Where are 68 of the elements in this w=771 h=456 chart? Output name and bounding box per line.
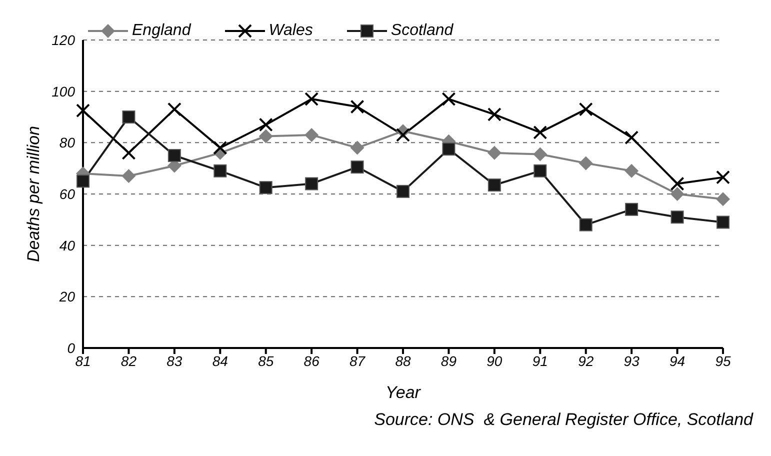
point xyxy=(168,149,181,162)
point xyxy=(670,210,684,224)
point xyxy=(214,164,227,178)
x-tick-label: 93 xyxy=(624,352,640,369)
x-tick-label: 81 xyxy=(75,352,91,369)
point xyxy=(716,192,730,206)
point xyxy=(534,164,547,178)
x-tick-label: 92 xyxy=(578,352,594,369)
point xyxy=(442,92,456,106)
point xyxy=(350,140,364,155)
y-tick-label: 20 xyxy=(58,288,76,305)
point xyxy=(487,107,502,122)
point xyxy=(167,102,182,116)
point xyxy=(670,176,684,191)
point xyxy=(350,100,364,114)
x-tick-label: 82 xyxy=(120,352,137,369)
point xyxy=(487,146,502,160)
x-tick-label: 83 xyxy=(166,352,182,369)
point xyxy=(396,128,410,142)
point xyxy=(76,174,90,188)
point xyxy=(625,202,638,216)
point xyxy=(716,170,730,184)
x-tick-label: 88 xyxy=(395,352,411,369)
legend-label: Scotland xyxy=(390,22,454,40)
x-tick-label: 84 xyxy=(212,352,228,369)
x-tick-label: 91 xyxy=(532,352,548,369)
point xyxy=(213,140,228,155)
y-tick-label: 80 xyxy=(59,134,76,151)
legend-label: England xyxy=(131,22,191,40)
y-tick-label: 40 xyxy=(59,237,76,254)
point xyxy=(624,164,639,178)
point xyxy=(533,125,548,140)
x-tick-label: 90 xyxy=(486,352,502,369)
point xyxy=(624,130,639,145)
x-tick-label: 87 xyxy=(349,352,366,369)
point xyxy=(533,147,548,162)
point xyxy=(258,118,273,132)
point xyxy=(259,181,272,194)
point xyxy=(122,169,136,184)
x-tick-label: 86 xyxy=(304,352,320,369)
y-axis-title: Deaths per million xyxy=(24,126,44,262)
point xyxy=(304,128,319,142)
y-tick-label: 0 xyxy=(67,340,76,356)
point xyxy=(716,216,730,229)
point xyxy=(350,160,364,174)
point xyxy=(488,178,501,192)
y-tick-label: 60 xyxy=(59,186,76,202)
point xyxy=(76,104,90,118)
point xyxy=(579,218,592,232)
y-tick-label: 120 xyxy=(52,32,76,48)
x-tick-label: 85 xyxy=(258,352,274,369)
point xyxy=(670,187,684,201)
x-tick-label: 94 xyxy=(669,352,686,369)
point xyxy=(122,110,136,124)
x-tick-label: 89 xyxy=(440,352,457,369)
y-tick-label: 100 xyxy=(52,83,76,100)
legend-label: Wales xyxy=(268,22,313,40)
point xyxy=(578,102,593,116)
point xyxy=(304,92,319,106)
point xyxy=(396,184,410,198)
x-axis-title: Year xyxy=(386,383,422,402)
source-note: Source: ONS & General Register Office, Scotland xyxy=(374,410,753,430)
point xyxy=(578,156,593,170)
point xyxy=(442,142,456,156)
point xyxy=(122,146,136,160)
point xyxy=(258,129,273,144)
point xyxy=(305,177,318,190)
x-tick-label: 95 xyxy=(715,352,731,369)
